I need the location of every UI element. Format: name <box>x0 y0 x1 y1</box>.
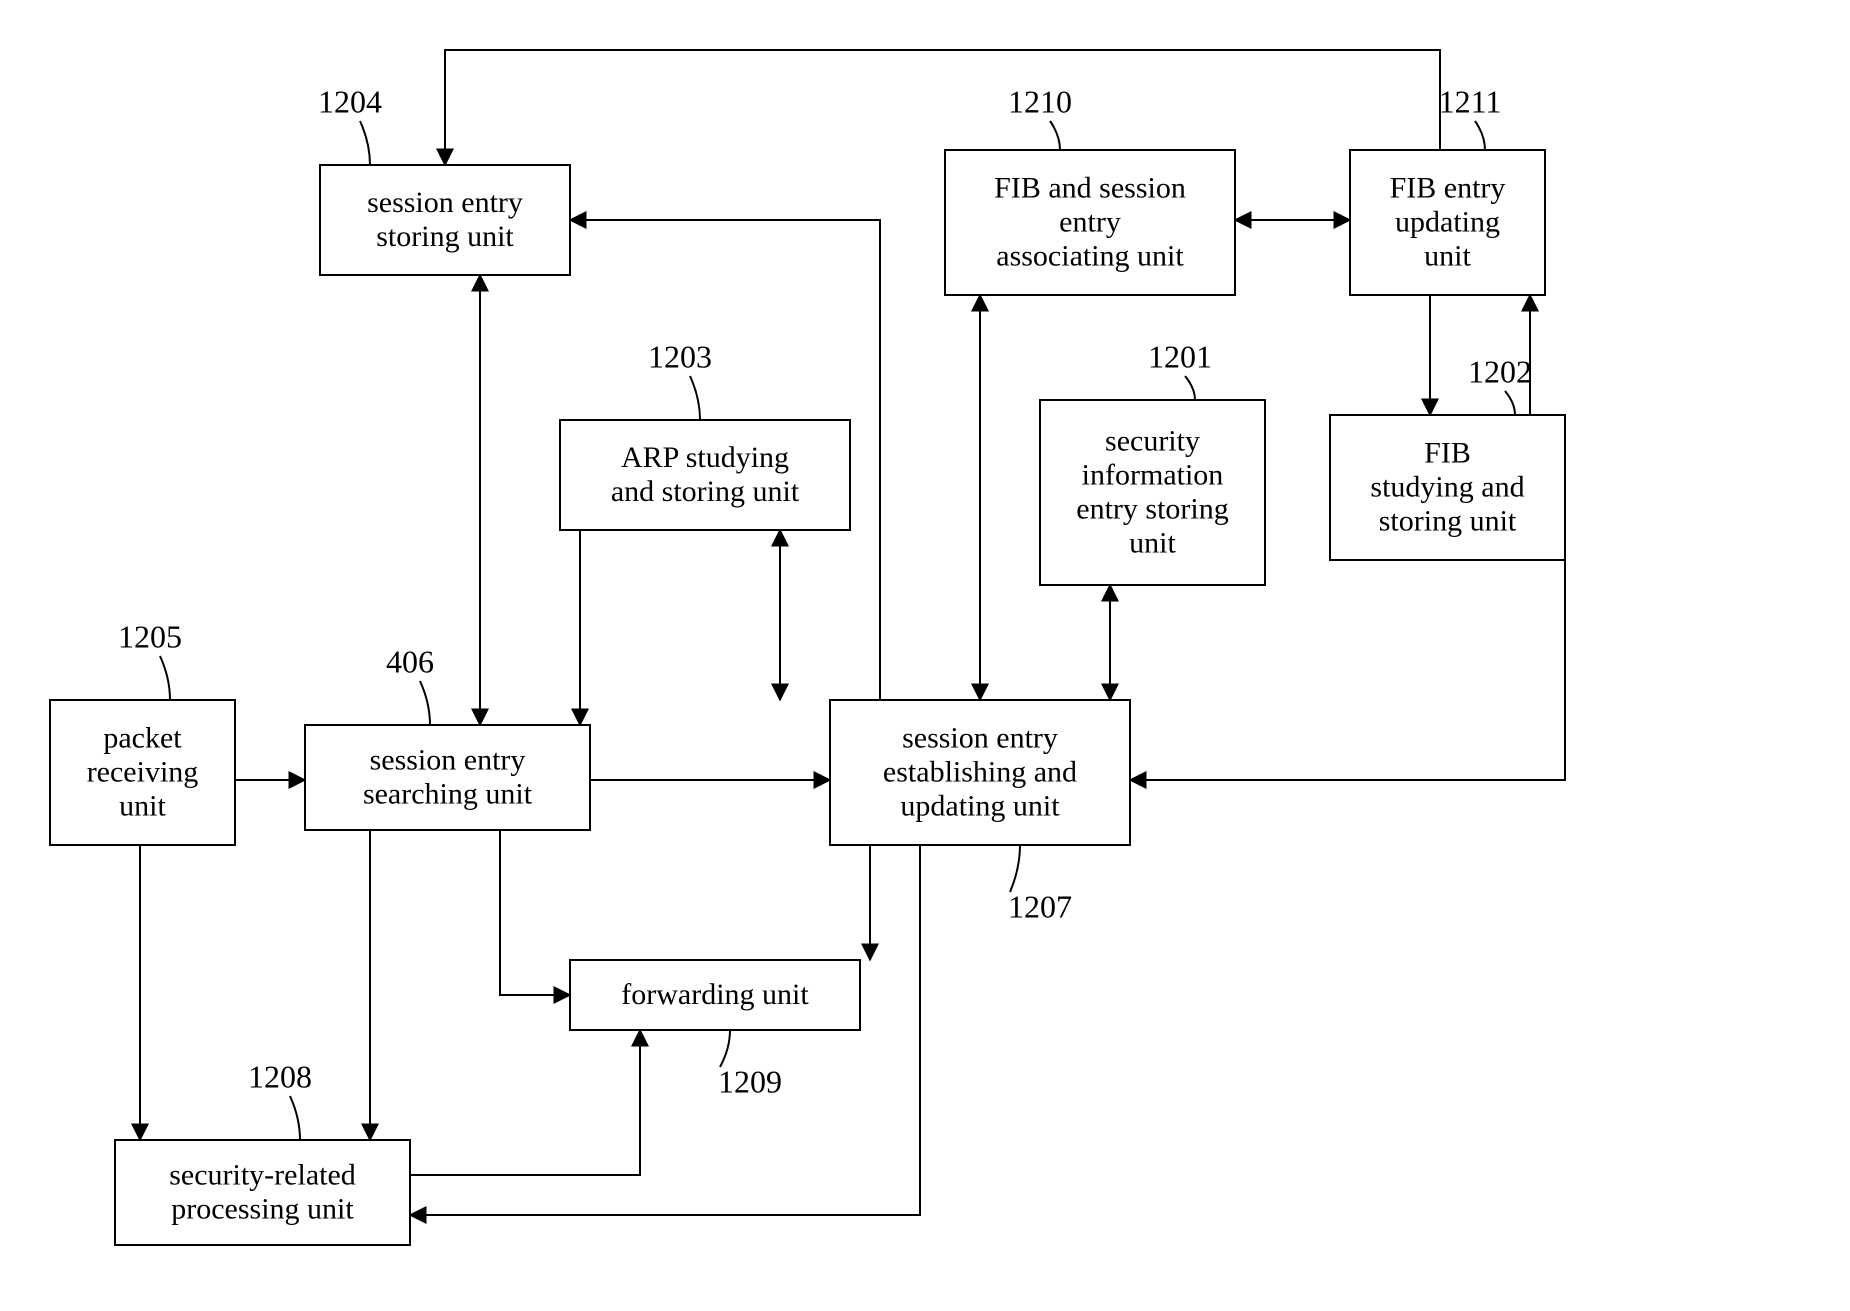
node-number: 1210 <box>1008 83 1072 119</box>
node-number: 1201 <box>1148 338 1212 374</box>
node-label: updating unit <box>900 789 1060 822</box>
node-label: processing unit <box>171 1192 354 1225</box>
leader-tick <box>720 1030 730 1067</box>
edge-n1211-n1204 <box>445 50 1440 165</box>
node-label: unit <box>1424 239 1471 272</box>
node-label: security <box>1105 424 1200 457</box>
node-label: ARP studying <box>621 441 789 474</box>
node-n1209: forwarding unit 1209 <box>570 960 860 1099</box>
node-number: 406 <box>386 643 434 679</box>
node-number: 1205 <box>118 618 182 654</box>
node-n1207: session entryestablishing andupdating un… <box>830 700 1130 924</box>
node-label: entry storing <box>1076 492 1228 525</box>
node-label: session entry <box>370 743 526 776</box>
node-label: storing unit <box>376 220 514 253</box>
node-label: FIB entry <box>1390 171 1506 204</box>
node-label: receiving <box>87 755 199 788</box>
node-label: unit <box>119 789 166 822</box>
leader-tick <box>1010 845 1020 892</box>
node-label: and storing unit <box>611 475 800 508</box>
node-label: entry <box>1059 205 1121 238</box>
leader-tick <box>1185 376 1195 400</box>
leader-tick <box>160 656 170 700</box>
node-n406: session entrysearching unit 406 <box>305 643 590 830</box>
leader-tick <box>1050 121 1060 150</box>
node-label: unit <box>1129 526 1176 559</box>
node-n1211: FIB entryupdatingunit 1211 <box>1350 83 1545 295</box>
leader-tick <box>1475 121 1485 150</box>
node-label: information <box>1082 458 1224 491</box>
edge-n406-n1209 <box>500 830 570 995</box>
leader-tick <box>420 681 430 725</box>
node-n1210: FIB and sessionentryassociating unit 1210 <box>945 83 1235 295</box>
node-label: storing unit <box>1379 504 1517 537</box>
leader-tick <box>1505 391 1515 415</box>
node-label: session entry <box>902 721 1058 754</box>
block-diagram: session entrystoring unit1204FIB and ses… <box>0 0 1850 1311</box>
node-number: 1203 <box>648 338 712 374</box>
node-label: FIB <box>1424 436 1471 469</box>
node-label: packet <box>103 721 182 754</box>
node-label: establishing and <box>883 755 1077 788</box>
leader-tick <box>360 121 370 165</box>
node-number: 1209 <box>718 1063 782 1099</box>
node-number: 1202 <box>1468 353 1532 389</box>
node-label: session entry <box>367 186 523 219</box>
node-n1201: securityinformationentry storingunit 1201 <box>1040 338 1265 585</box>
node-label: forwarding unit <box>621 978 809 1011</box>
node-label: updating <box>1395 205 1500 238</box>
node-n1202: FIBstudying andstoring unit 1202 <box>1330 353 1565 560</box>
node-number: 1204 <box>318 83 382 119</box>
node-label: studying and <box>1370 470 1524 503</box>
nodes: session entrystoring unit1204FIB and ses… <box>50 83 1565 1245</box>
leader-tick <box>690 376 700 420</box>
leader-tick <box>290 1096 300 1140</box>
node-label: associating unit <box>996 239 1184 272</box>
node-number: 1208 <box>248 1058 312 1094</box>
node-number: 1207 <box>1008 888 1072 924</box>
node-label: security-related <box>169 1158 356 1191</box>
node-label: FIB and session <box>994 171 1186 204</box>
node-label: searching unit <box>363 777 533 810</box>
node-n1205: packetreceivingunit 1205 <box>50 618 235 845</box>
node-n1203: ARP studyingand storing unit 1203 <box>560 338 850 530</box>
edge-n1208-n1209 <box>410 1030 640 1175</box>
node-n1208: security-relatedprocessing unit 1208 <box>115 1058 410 1245</box>
node-number: 1211 <box>1439 83 1502 119</box>
